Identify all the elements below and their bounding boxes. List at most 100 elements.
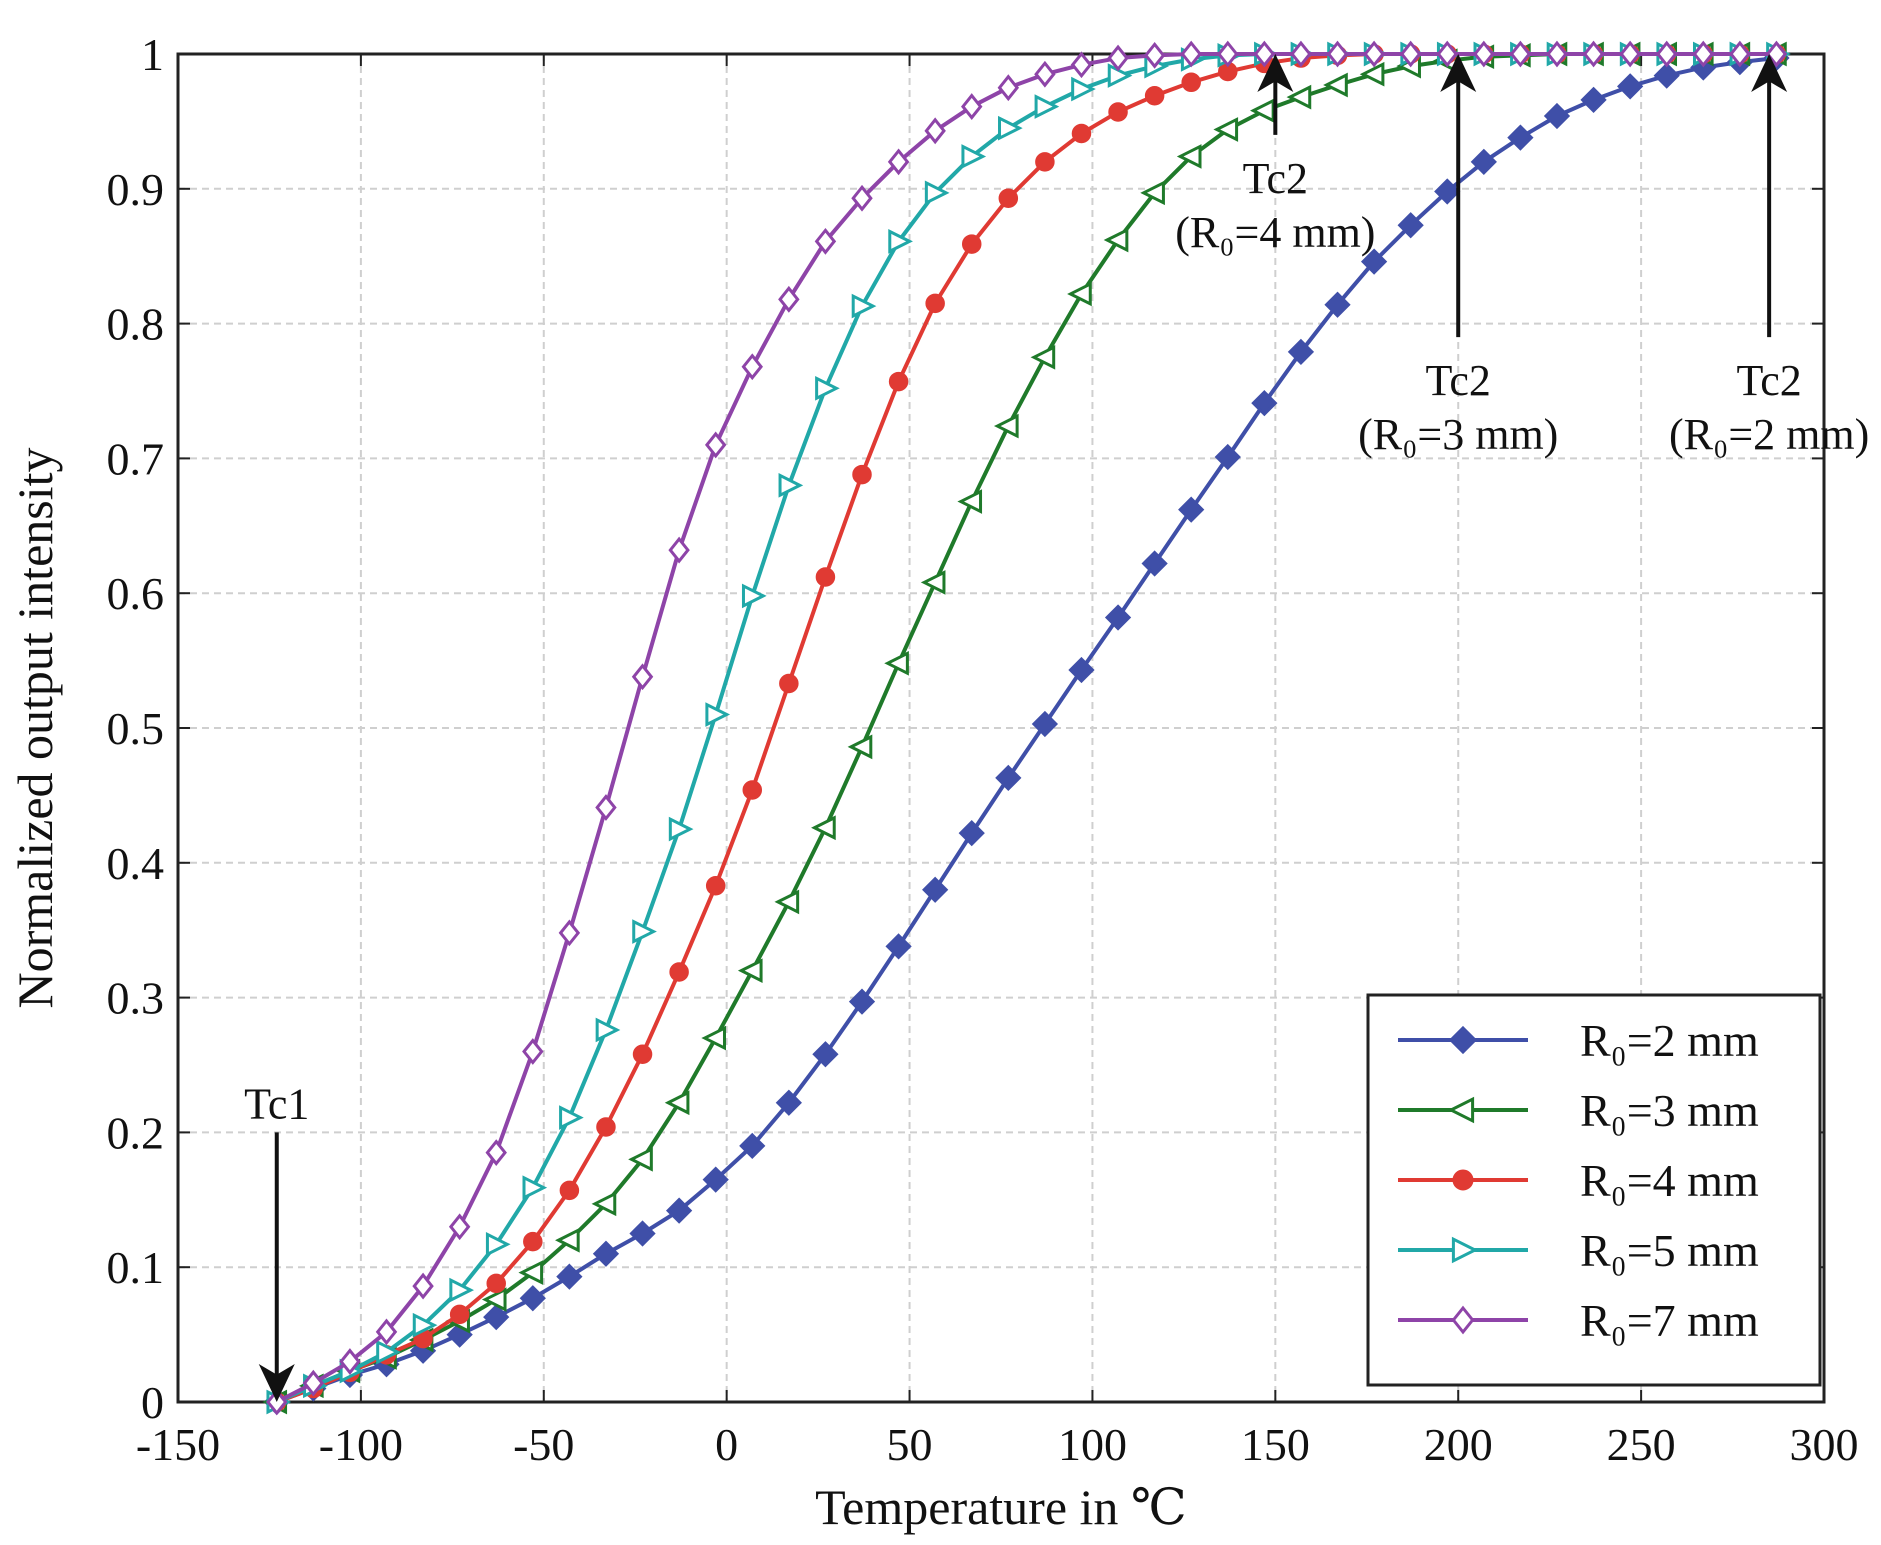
data-point xyxy=(847,734,873,760)
data-point xyxy=(924,117,946,145)
data-point xyxy=(481,1287,507,1312)
data-point xyxy=(1217,40,1239,68)
data-point xyxy=(1140,180,1165,206)
data-point xyxy=(1034,60,1056,88)
data-point xyxy=(888,229,913,254)
data-point xyxy=(1470,148,1497,175)
data-point xyxy=(1653,62,1680,89)
data-point xyxy=(556,1263,583,1290)
data-point xyxy=(775,1089,802,1116)
data-point xyxy=(1324,291,1351,318)
data-point xyxy=(483,1303,510,1331)
data-point xyxy=(701,1025,726,1051)
data-point xyxy=(1031,710,1059,738)
data-point xyxy=(1181,72,1201,93)
data-point xyxy=(1448,1025,1478,1055)
data-point xyxy=(1287,338,1315,366)
y-tick-label: 0 xyxy=(141,1377,164,1428)
data-point xyxy=(1143,41,1166,69)
data-point xyxy=(1729,40,1751,68)
data-point xyxy=(592,1240,620,1267)
data-point xyxy=(339,1348,361,1375)
data-point xyxy=(997,74,1020,102)
data-point xyxy=(1655,40,1678,68)
data-point xyxy=(1619,40,1641,68)
grid xyxy=(178,54,1824,1402)
data-point xyxy=(741,353,763,381)
y-tick-label: 0.3 xyxy=(107,973,165,1024)
x-tick-label: -150 xyxy=(136,1419,220,1470)
data-point xyxy=(518,1260,544,1285)
data-point xyxy=(1692,40,1715,68)
x-tick-label: -50 xyxy=(513,1419,574,1470)
x-tick-label: 150 xyxy=(1241,1419,1310,1470)
annotation-1: Tc1 xyxy=(244,1079,309,1402)
data-point xyxy=(669,962,689,982)
data-point xyxy=(887,148,910,176)
y-tick-label: 1 xyxy=(141,29,164,80)
data-point xyxy=(815,375,840,401)
data-point xyxy=(739,1132,766,1160)
data-point xyxy=(1030,344,1056,370)
legend-label: R₀=7 mm xyxy=(1580,1295,1759,1346)
data-point xyxy=(814,227,837,255)
data-point xyxy=(1509,40,1532,68)
data-point xyxy=(1434,178,1461,205)
data-point xyxy=(1290,40,1312,68)
data-point xyxy=(522,1038,544,1065)
annotation-sublabel: (R₀=3 mm) xyxy=(1358,410,1558,459)
data-point xyxy=(632,919,657,944)
data-point xyxy=(1617,73,1644,100)
y-tick-label: 0.5 xyxy=(107,703,165,754)
y-tick-label: 0.6 xyxy=(107,568,165,619)
data-point xyxy=(995,764,1022,791)
data-point xyxy=(555,1227,580,1253)
y-axis-label: Normalized output intensity xyxy=(7,447,63,1008)
data-point xyxy=(668,536,690,564)
legend-label: R₀=5 mm xyxy=(1580,1225,1759,1276)
data-point xyxy=(1250,98,1275,123)
data-point xyxy=(1071,123,1092,144)
data-point xyxy=(705,875,726,896)
data-point xyxy=(852,464,872,485)
annotation-sublabel: (R₀=2 mm) xyxy=(1669,410,1869,459)
data-point xyxy=(631,663,654,691)
data-point xyxy=(742,780,763,800)
data-point xyxy=(924,180,950,206)
data-point xyxy=(412,1312,438,1338)
data-point xyxy=(779,673,799,694)
y-tick-label: 0.9 xyxy=(107,164,165,215)
legend-item: R₀=3 mm xyxy=(1398,1085,1759,1136)
data-point xyxy=(705,702,731,727)
data-point xyxy=(1326,40,1349,68)
legend-item: R₀=2 mm xyxy=(1398,1015,1759,1066)
annotation-label: Tc2 xyxy=(1243,154,1308,203)
y-tick-label: 0.4 xyxy=(107,838,165,889)
data-point xyxy=(523,1231,543,1252)
legend-item: R₀=4 mm xyxy=(1398,1155,1759,1206)
data-point xyxy=(811,815,836,841)
data-point xyxy=(1035,152,1055,172)
data-point xyxy=(1399,40,1422,68)
data-point xyxy=(1180,40,1202,68)
annotation-3: Tc2 (R₀=3 mm) xyxy=(1358,54,1558,459)
annotation-label: Tc2 xyxy=(1736,356,1801,405)
legend-item: R₀=5 mm xyxy=(1398,1225,1759,1276)
annotation-label: Tc1 xyxy=(244,1079,309,1128)
data-point xyxy=(1546,40,1568,68)
data-point xyxy=(1580,86,1607,113)
data-point xyxy=(925,293,945,314)
data-point xyxy=(485,1231,511,1257)
x-tick-label: 250 xyxy=(1607,1419,1676,1470)
legend-label: R₀=2 mm xyxy=(1580,1015,1759,1066)
data-point xyxy=(375,1318,398,1346)
data-point xyxy=(665,1197,693,1224)
y-tick-label: 0.1 xyxy=(107,1242,165,1293)
data-point xyxy=(558,919,581,947)
data-point xyxy=(1070,51,1093,79)
data-point xyxy=(1543,102,1571,130)
data-point xyxy=(778,285,800,313)
data-point xyxy=(778,473,804,498)
data-point xyxy=(815,567,836,587)
